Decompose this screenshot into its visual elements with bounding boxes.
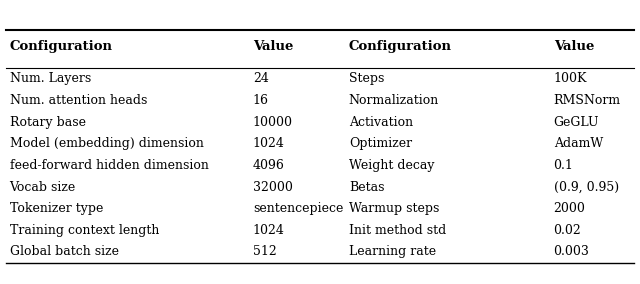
Text: Configuration: Configuration bbox=[349, 40, 452, 53]
Text: sentencepiece: sentencepiece bbox=[253, 202, 343, 215]
Text: Normalization: Normalization bbox=[349, 94, 439, 107]
Text: Rotary base: Rotary base bbox=[10, 116, 86, 129]
Text: Betas: Betas bbox=[349, 181, 384, 193]
Text: 1024: 1024 bbox=[253, 137, 285, 150]
Text: Init method std: Init method std bbox=[349, 224, 446, 237]
Text: Warmup steps: Warmup steps bbox=[349, 202, 439, 215]
Text: Learning rate: Learning rate bbox=[349, 245, 436, 258]
Text: 1024: 1024 bbox=[253, 224, 285, 237]
Text: (0.9, 0.95): (0.9, 0.95) bbox=[554, 181, 619, 193]
Text: 0.1: 0.1 bbox=[554, 159, 573, 172]
Text: Value: Value bbox=[253, 40, 293, 53]
Text: Training context length: Training context length bbox=[10, 224, 159, 237]
Text: 32000: 32000 bbox=[253, 181, 292, 193]
Text: 0.02: 0.02 bbox=[554, 224, 581, 237]
Text: 2000: 2000 bbox=[554, 202, 586, 215]
Text: feed-forward hidden dimension: feed-forward hidden dimension bbox=[10, 159, 209, 172]
Text: Steps: Steps bbox=[349, 72, 384, 85]
Text: Configuration: Configuration bbox=[10, 40, 113, 53]
Text: Num. Layers: Num. Layers bbox=[10, 72, 91, 85]
Text: Vocab size: Vocab size bbox=[10, 181, 76, 193]
Text: 10000: 10000 bbox=[253, 116, 293, 129]
Text: Value: Value bbox=[554, 40, 594, 53]
Text: 24: 24 bbox=[253, 72, 269, 85]
Text: Num. attention heads: Num. attention heads bbox=[10, 94, 147, 107]
Text: Optimizer: Optimizer bbox=[349, 137, 412, 150]
Text: 0.003: 0.003 bbox=[554, 245, 589, 258]
Text: 16: 16 bbox=[253, 94, 269, 107]
Text: GeGLU: GeGLU bbox=[554, 116, 599, 129]
Text: 4096: 4096 bbox=[253, 159, 285, 172]
Text: Activation: Activation bbox=[349, 116, 413, 129]
Text: RMSNorm: RMSNorm bbox=[554, 94, 621, 107]
Text: Tokenizer type: Tokenizer type bbox=[10, 202, 103, 215]
Text: 512: 512 bbox=[253, 245, 276, 258]
Text: Global batch size: Global batch size bbox=[10, 245, 118, 258]
Text: 100K: 100K bbox=[554, 72, 587, 85]
Text: Model (embedding) dimension: Model (embedding) dimension bbox=[10, 137, 204, 150]
Text: AdamW: AdamW bbox=[554, 137, 603, 150]
Text: Weight decay: Weight decay bbox=[349, 159, 435, 172]
